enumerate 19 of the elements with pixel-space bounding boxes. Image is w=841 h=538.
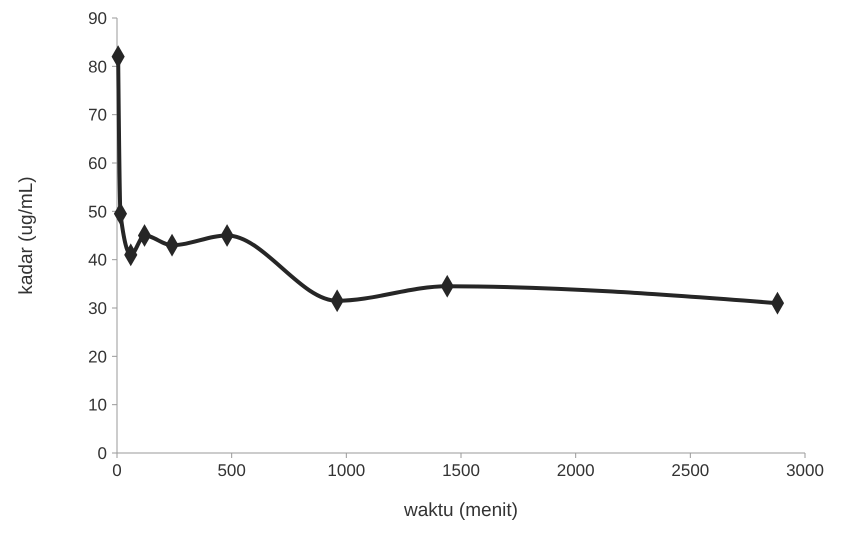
y-tick-label: 10	[88, 396, 107, 415]
x-tick-label: 1500	[442, 461, 480, 480]
x-tick-label: 3000	[786, 461, 824, 480]
x-tick-label: 2500	[671, 461, 710, 480]
y-tick-label: 0	[98, 444, 107, 463]
x-tick-label: 1000	[327, 461, 366, 480]
y-tick-label: 50	[88, 202, 107, 222]
y-axis-title: kadar (ug/mL)	[16, 176, 37, 295]
y-tick-label: 40	[88, 250, 107, 270]
x-tick-label: 0	[112, 461, 122, 480]
y-tick-label: 70	[88, 106, 107, 125]
y-tick-label: 60	[88, 154, 107, 173]
y-tick-label: 30	[88, 298, 107, 318]
x-axis-title: waktu (menit)	[402, 500, 518, 521]
y-tick-label: 20	[88, 347, 107, 366]
y-tick-label: 90	[88, 8, 107, 28]
x-tick-label: 500	[217, 461, 246, 480]
y-tick-label: 80	[88, 57, 107, 76]
x-tick-label: 2000	[556, 461, 595, 480]
